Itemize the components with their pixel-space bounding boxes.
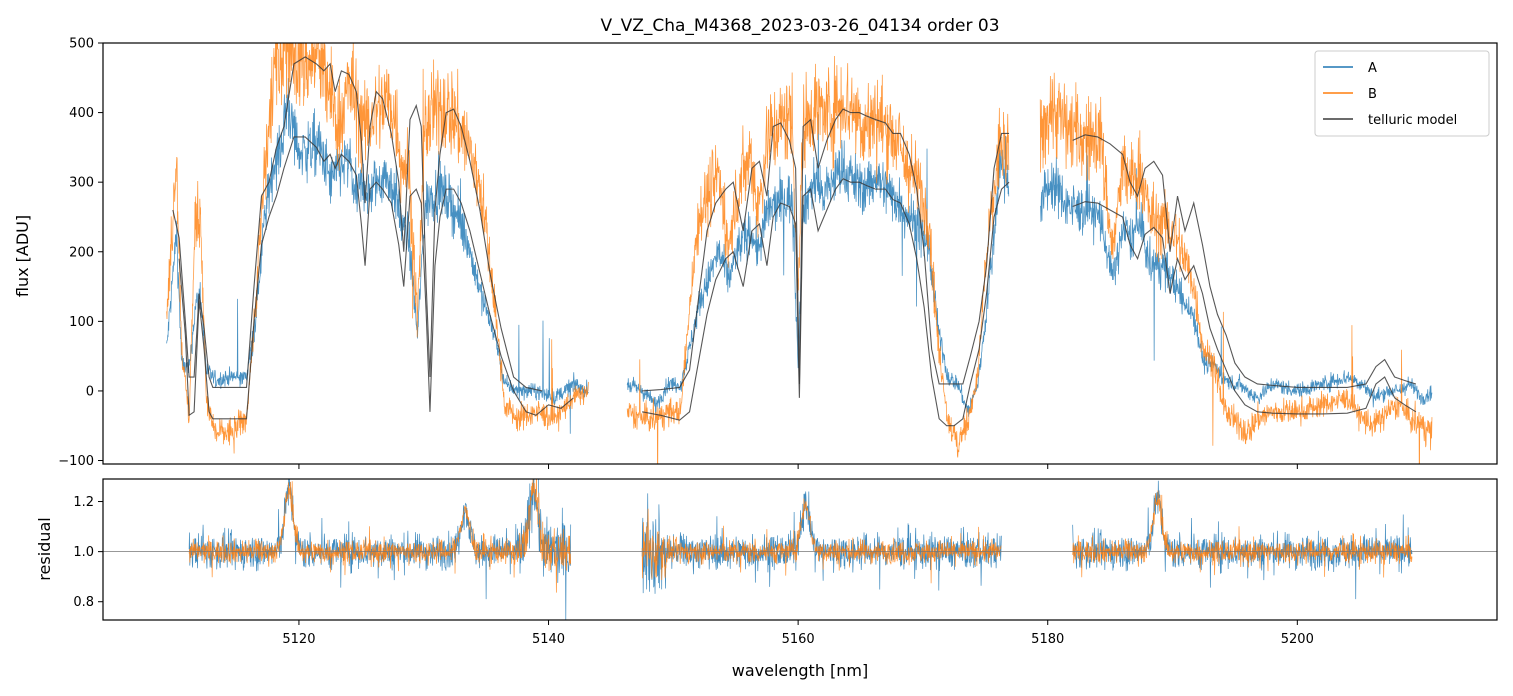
residual-x-ticks: 5120 5140 5160 5180 5200 [282,620,1314,647]
spectrum-y-tick-label: 400 [69,106,94,121]
x-tick-label: 5160 [782,632,815,647]
residual-frame [102,478,1498,621]
spectrum-y-tick-label: 500 [69,37,94,52]
spectrum-y-axis-label: flux [ADU] [13,215,32,297]
spectrum-y-tick-label: 300 [69,176,94,191]
x-tick-label: 5200 [1281,632,1314,647]
x-tick-label: 5180 [1031,632,1064,647]
series-a-line [166,78,1433,434]
series-b-line [166,43,1433,464]
chart-title: V_VZ_Cha_M4368_2023-03-26_04134 order 03 [600,16,999,36]
residual-y-ticks: 0.8 1.0 1.2 [73,495,103,610]
spectrum-y-tick-label: 200 [69,245,94,260]
spectrum-frame [102,42,1498,465]
residual-y-axis-label: residual [35,517,54,580]
telluric-model-line [1072,134,1417,388]
spectrum-y-tick-label: −100 [58,454,94,469]
spectrum-y-ticks: −100 0 100 200 300 400 500 [58,37,103,469]
spectrum-y-tick-label: 100 [69,315,94,330]
x-tick-label: 5120 [282,632,315,647]
telluric-model-line [642,177,1010,427]
x-tick-label: 5140 [532,632,565,647]
telluric-model-line [642,108,1010,392]
spectrum-x-ticks [298,464,1298,469]
legend-label-b: B [1368,87,1377,102]
residual-b-line [188,479,1413,593]
spectrum-plot-area [103,43,1497,464]
telluric-model-line [1072,201,1417,415]
residual-y-tick-label: 0.8 [73,595,94,610]
telluric-model-line [172,56,543,392]
residual-panel: 0.81.01.2 5120 5140 5160 5180 5200 residual … [35,478,1498,680]
legend-box [1314,50,1490,137]
spectrum-data [166,43,1433,464]
telluric-model-line [178,136,574,420]
spectrum-y-tick-label: 0 [86,384,94,399]
spectrum-panel: −100 0 100 200 300 400 500 flux [ADU] [13,37,1498,469]
residual-data [103,479,1497,620]
legend-label-a: A [1368,61,1377,76]
x-axis-label: wavelength [nm] [732,661,869,680]
residual-y-tick-label: 1.2 [73,495,94,510]
residual-y-tick-label: 1.0 [73,545,94,560]
legend-label-model: telluric model [1368,113,1457,128]
legend: A B telluric model [1314,50,1490,137]
